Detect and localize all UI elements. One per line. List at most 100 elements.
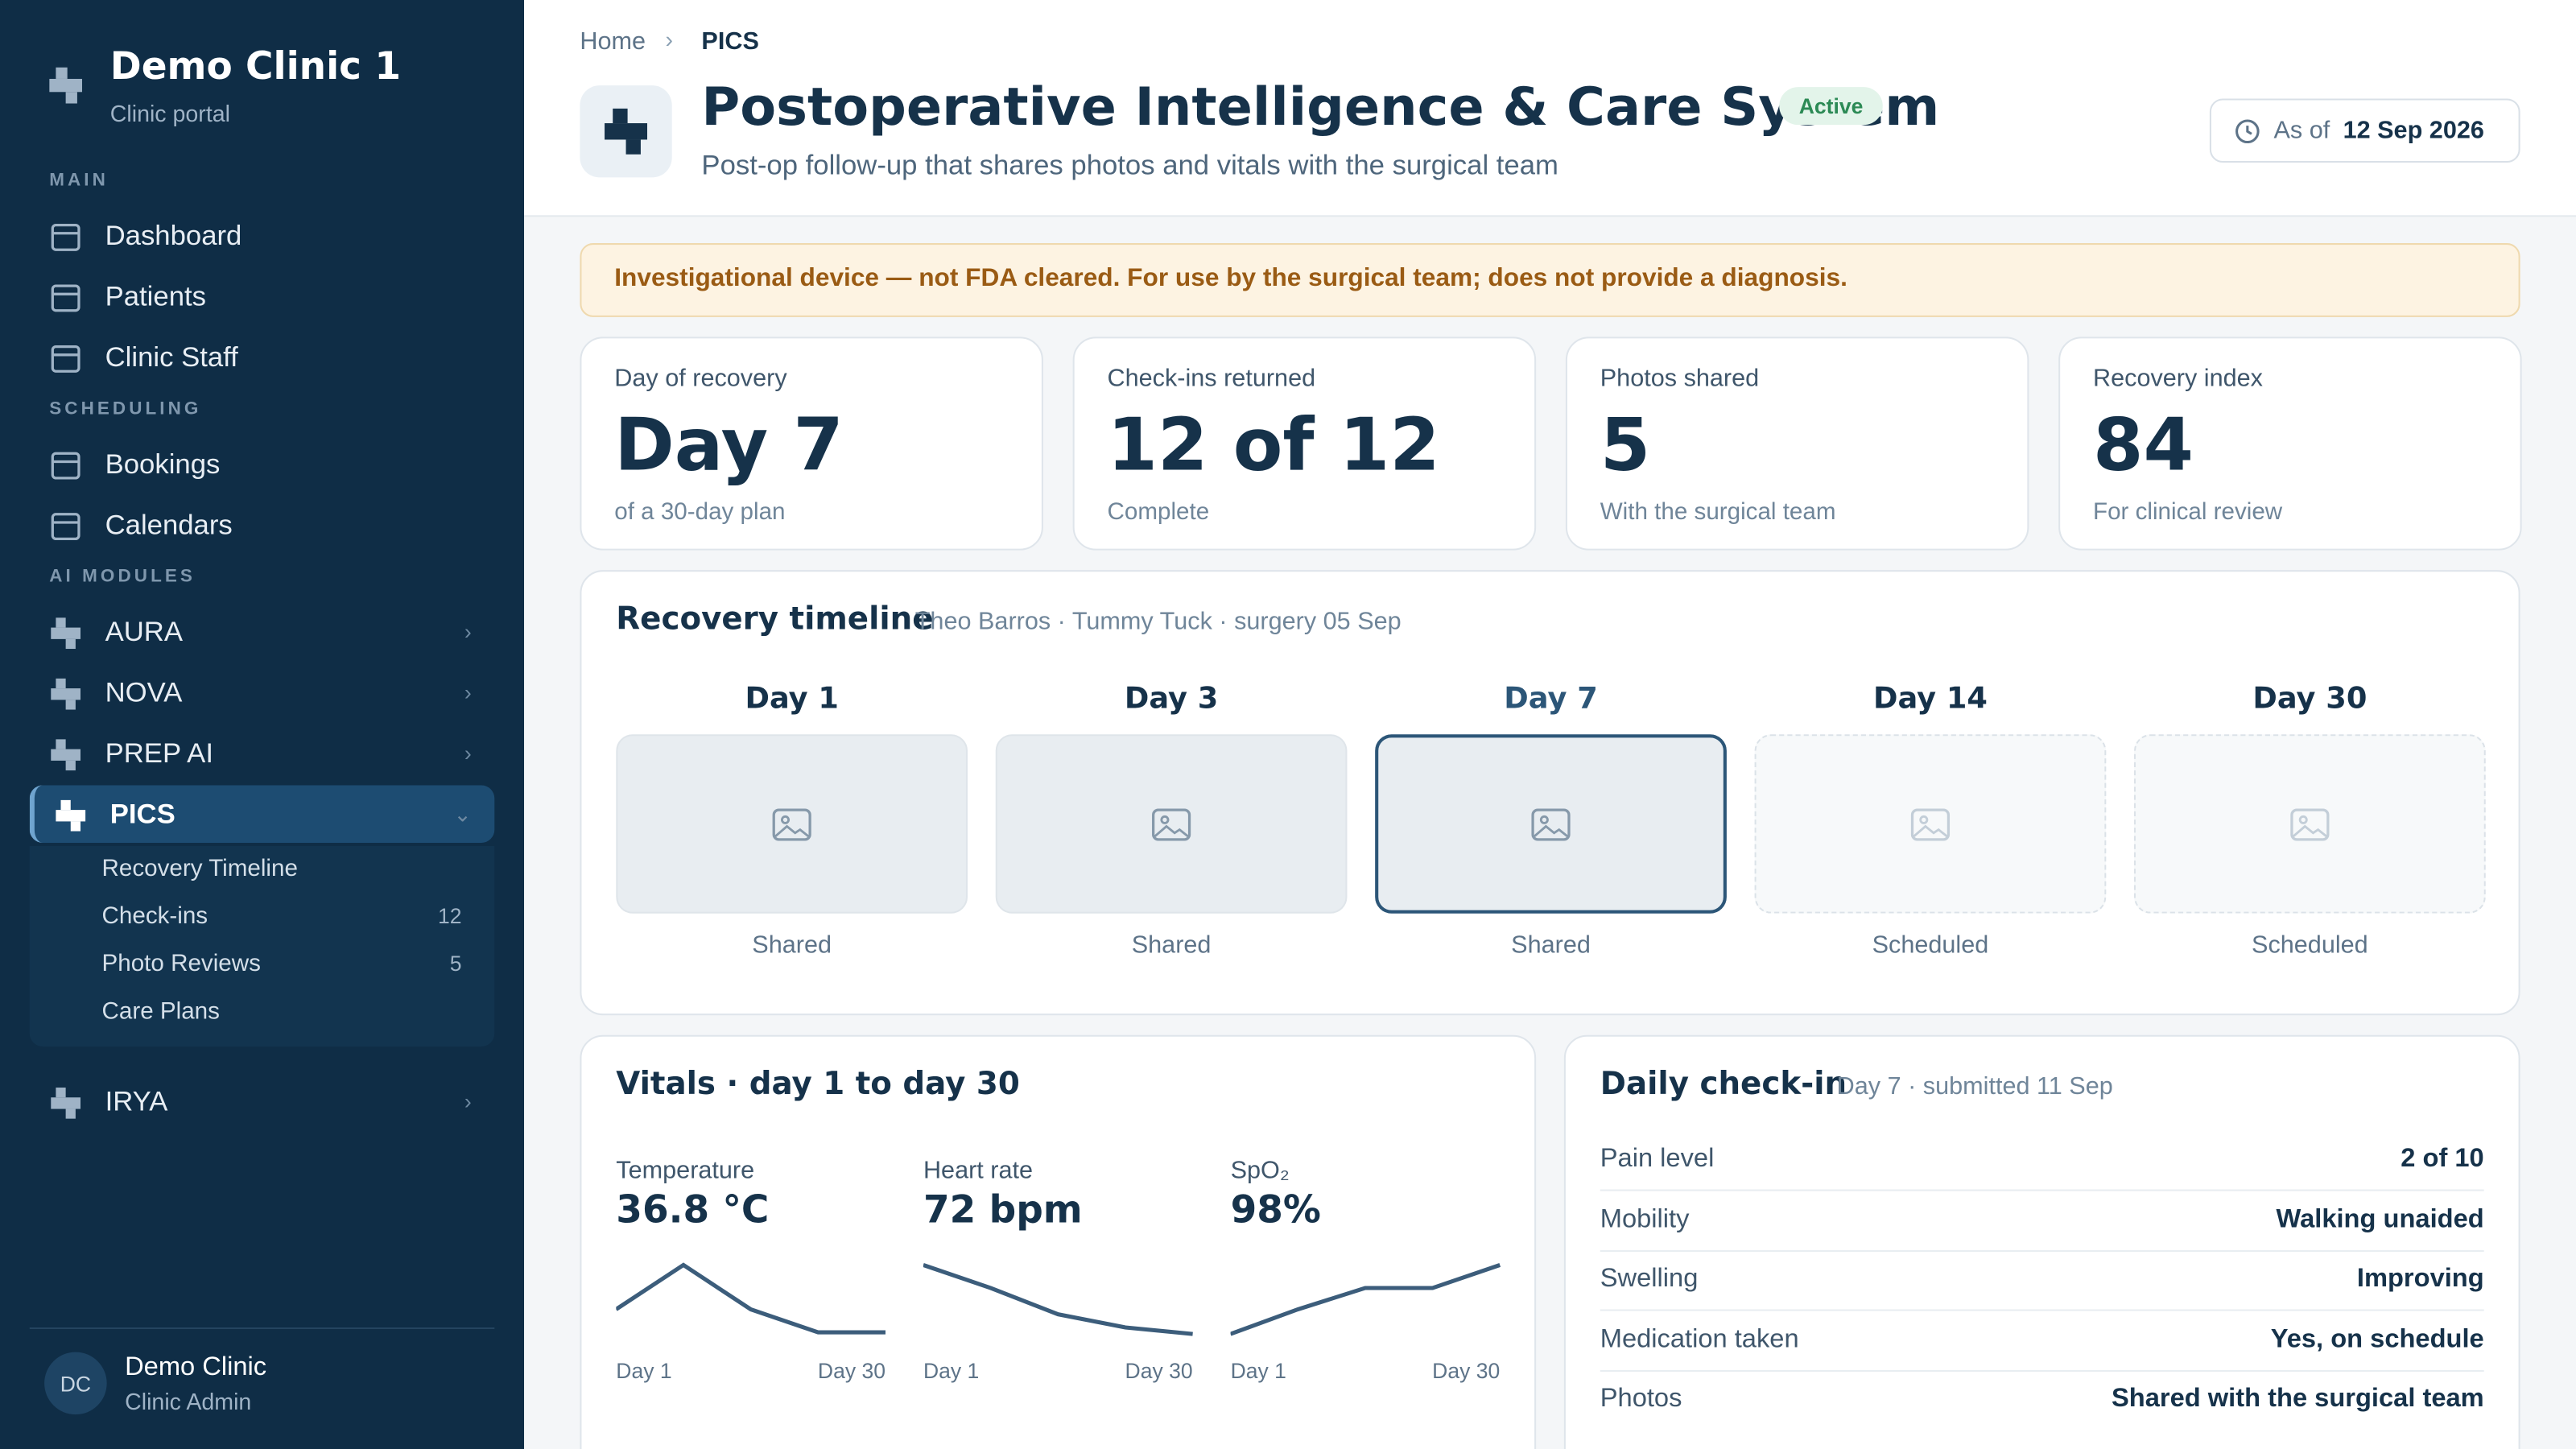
nav-label: Dashboard bbox=[105, 219, 242, 251]
nav-item[interactable]: Dashboard bbox=[30, 207, 495, 264]
chevron: › bbox=[464, 741, 472, 766]
vital-label: Temperature bbox=[616, 1156, 755, 1185]
module-icon bbox=[580, 85, 672, 178]
photo-slot[interactable] bbox=[1375, 734, 1727, 914]
day-status: Shared bbox=[1131, 931, 1212, 960]
page-title: Postoperative Intelligence & Care System bbox=[701, 75, 1940, 138]
as-of-label: As of bbox=[2273, 116, 2330, 145]
icon-part bbox=[2290, 807, 2330, 840]
nav-icon bbox=[51, 283, 80, 312]
nav-label: Bookings bbox=[105, 448, 221, 479]
stat-card: Day of recovery Day 7 of a 30-day plan bbox=[580, 336, 1043, 551]
breadcrumb-home[interactable]: Home bbox=[580, 27, 646, 56]
as-of-box[interactable]: As of 12 Sep 2026 bbox=[2209, 98, 2520, 163]
icon-part bbox=[1154, 824, 1189, 836]
photo-slot[interactable] bbox=[616, 734, 968, 914]
checkin-value: 2 of 10 bbox=[2401, 1145, 2484, 1174]
icon-part bbox=[1531, 807, 1571, 840]
submenu-item[interactable]: Care Plans bbox=[102, 999, 462, 1026]
photo-slot[interactable] bbox=[995, 734, 1348, 914]
user-role: Clinic Admin bbox=[125, 1388, 252, 1415]
photo-icon bbox=[2290, 807, 2330, 840]
breadcrumb-sep: › bbox=[665, 26, 674, 53]
submenu-item[interactable]: Recovery Timeline bbox=[102, 856, 462, 882]
day-status: Scheduled bbox=[2252, 931, 2368, 960]
vital-value: 98% bbox=[1230, 1189, 1321, 1232]
page-subtitle: Post-op follow-up that shares photos and… bbox=[701, 149, 1558, 181]
nav-item[interactable]: Calendars bbox=[30, 496, 495, 553]
checkin-key: Pain level bbox=[1600, 1145, 1715, 1174]
checkin-value: Improving bbox=[2356, 1265, 2484, 1294]
stat-label: Check-ins returned bbox=[1107, 365, 1316, 393]
nav-item[interactable]: IRYA › bbox=[30, 1073, 495, 1130]
day-status: Scheduled bbox=[1872, 931, 1989, 960]
photo-icon bbox=[772, 807, 811, 840]
clinic-name: Demo Clinic 1 bbox=[109, 46, 401, 89]
icon-part bbox=[1152, 807, 1191, 840]
nav-item[interactable]: NOVA › bbox=[30, 663, 495, 720]
icon-part bbox=[51, 344, 80, 372]
module-glyph bbox=[605, 108, 648, 155]
stat-label: Photos shared bbox=[1600, 365, 1760, 393]
vitals-card: Vitals · day 1 to day 30 Temperature 36.8… bbox=[580, 1034, 1537, 1449]
icon-part bbox=[51, 1096, 80, 1108]
avatar: DC bbox=[44, 1352, 107, 1415]
breadcrumb-current: PICS bbox=[701, 27, 759, 56]
icon-part bbox=[60, 799, 71, 810]
icon-part bbox=[1919, 814, 1929, 824]
submenu-item[interactable]: Check-ins 12 bbox=[102, 903, 462, 930]
day-label: Day 14 bbox=[1872, 681, 1988, 716]
icon-part bbox=[51, 626, 80, 638]
photo-slot[interactable] bbox=[2134, 734, 2486, 914]
checkin-row: Pain level 2 of 10 bbox=[1600, 1130, 2484, 1191]
icon-part bbox=[1913, 824, 1948, 836]
main: Home › PICS Postoperative Intelligence &… bbox=[524, 0, 2576, 1449]
icon-part bbox=[51, 687, 80, 700]
nav-icon bbox=[51, 617, 80, 649]
day-label: Day 3 bbox=[1124, 681, 1219, 716]
icon-part bbox=[772, 807, 811, 840]
nav-icon bbox=[51, 451, 80, 479]
day-label: Day 1 bbox=[745, 681, 839, 716]
sparkline-start: Day 1 bbox=[923, 1358, 980, 1384]
clinic-subtitle: Clinic portal bbox=[109, 100, 231, 127]
nav-icon bbox=[56, 799, 86, 831]
nav-item[interactable]: PREP AI › bbox=[30, 724, 495, 782]
submenu-item[interactable]: Photo Reviews 5 bbox=[102, 952, 462, 978]
nav-icon bbox=[51, 738, 80, 770]
vital-label: Heart rate bbox=[923, 1156, 1034, 1185]
icon-part bbox=[780, 814, 791, 824]
sparkline-path bbox=[923, 1263, 1193, 1336]
photo-slot[interactable] bbox=[1754, 734, 2107, 914]
icon-part bbox=[51, 451, 80, 479]
chevron: › bbox=[464, 619, 472, 644]
submenu-label: Photo Reviews bbox=[101, 951, 261, 978]
nav-item[interactable]: Bookings bbox=[30, 436, 495, 493]
nav-item[interactable]: AURA › bbox=[30, 603, 495, 660]
sparkline bbox=[923, 1263, 1193, 1336]
nav-item[interactable]: Patients bbox=[30, 268, 495, 325]
checkin-value: Walking unaided bbox=[2276, 1204, 2484, 1233]
vitals-title: Vitals · day 1 to day 30 bbox=[616, 1066, 1020, 1103]
icon-part bbox=[51, 748, 80, 760]
submenu-count: 5 bbox=[449, 951, 462, 976]
nav-item[interactable]: PICS ⌄ bbox=[29, 785, 495, 843]
nav-item[interactable]: Clinic Staff bbox=[30, 328, 495, 386]
sidebar: Demo Clinic 1 Clinic portal MAIN Dashboar… bbox=[0, 0, 525, 1449]
checkin-key: Mobility bbox=[1600, 1204, 1690, 1233]
nav-label: AURA bbox=[105, 615, 184, 647]
stat-card: Check-ins returned 12 of 12 Complete bbox=[1072, 336, 1537, 551]
status-badge: Active bbox=[1779, 87, 1883, 126]
nav-icon bbox=[51, 1087, 80, 1118]
day-label: Day 30 bbox=[2252, 681, 2368, 716]
icon-part bbox=[1539, 814, 1549, 824]
chevron: › bbox=[464, 1089, 472, 1114]
icon-part bbox=[774, 824, 809, 836]
icon-part bbox=[56, 809, 86, 821]
clock-icon bbox=[2235, 118, 2260, 143]
chevron: › bbox=[464, 679, 472, 705]
checkin-title: Daily check-in bbox=[1600, 1066, 1847, 1103]
checkin-row: Swelling Improving bbox=[1600, 1250, 2484, 1311]
nav-icon bbox=[51, 222, 80, 250]
stat-sub: With the surgical team bbox=[1600, 499, 1836, 526]
